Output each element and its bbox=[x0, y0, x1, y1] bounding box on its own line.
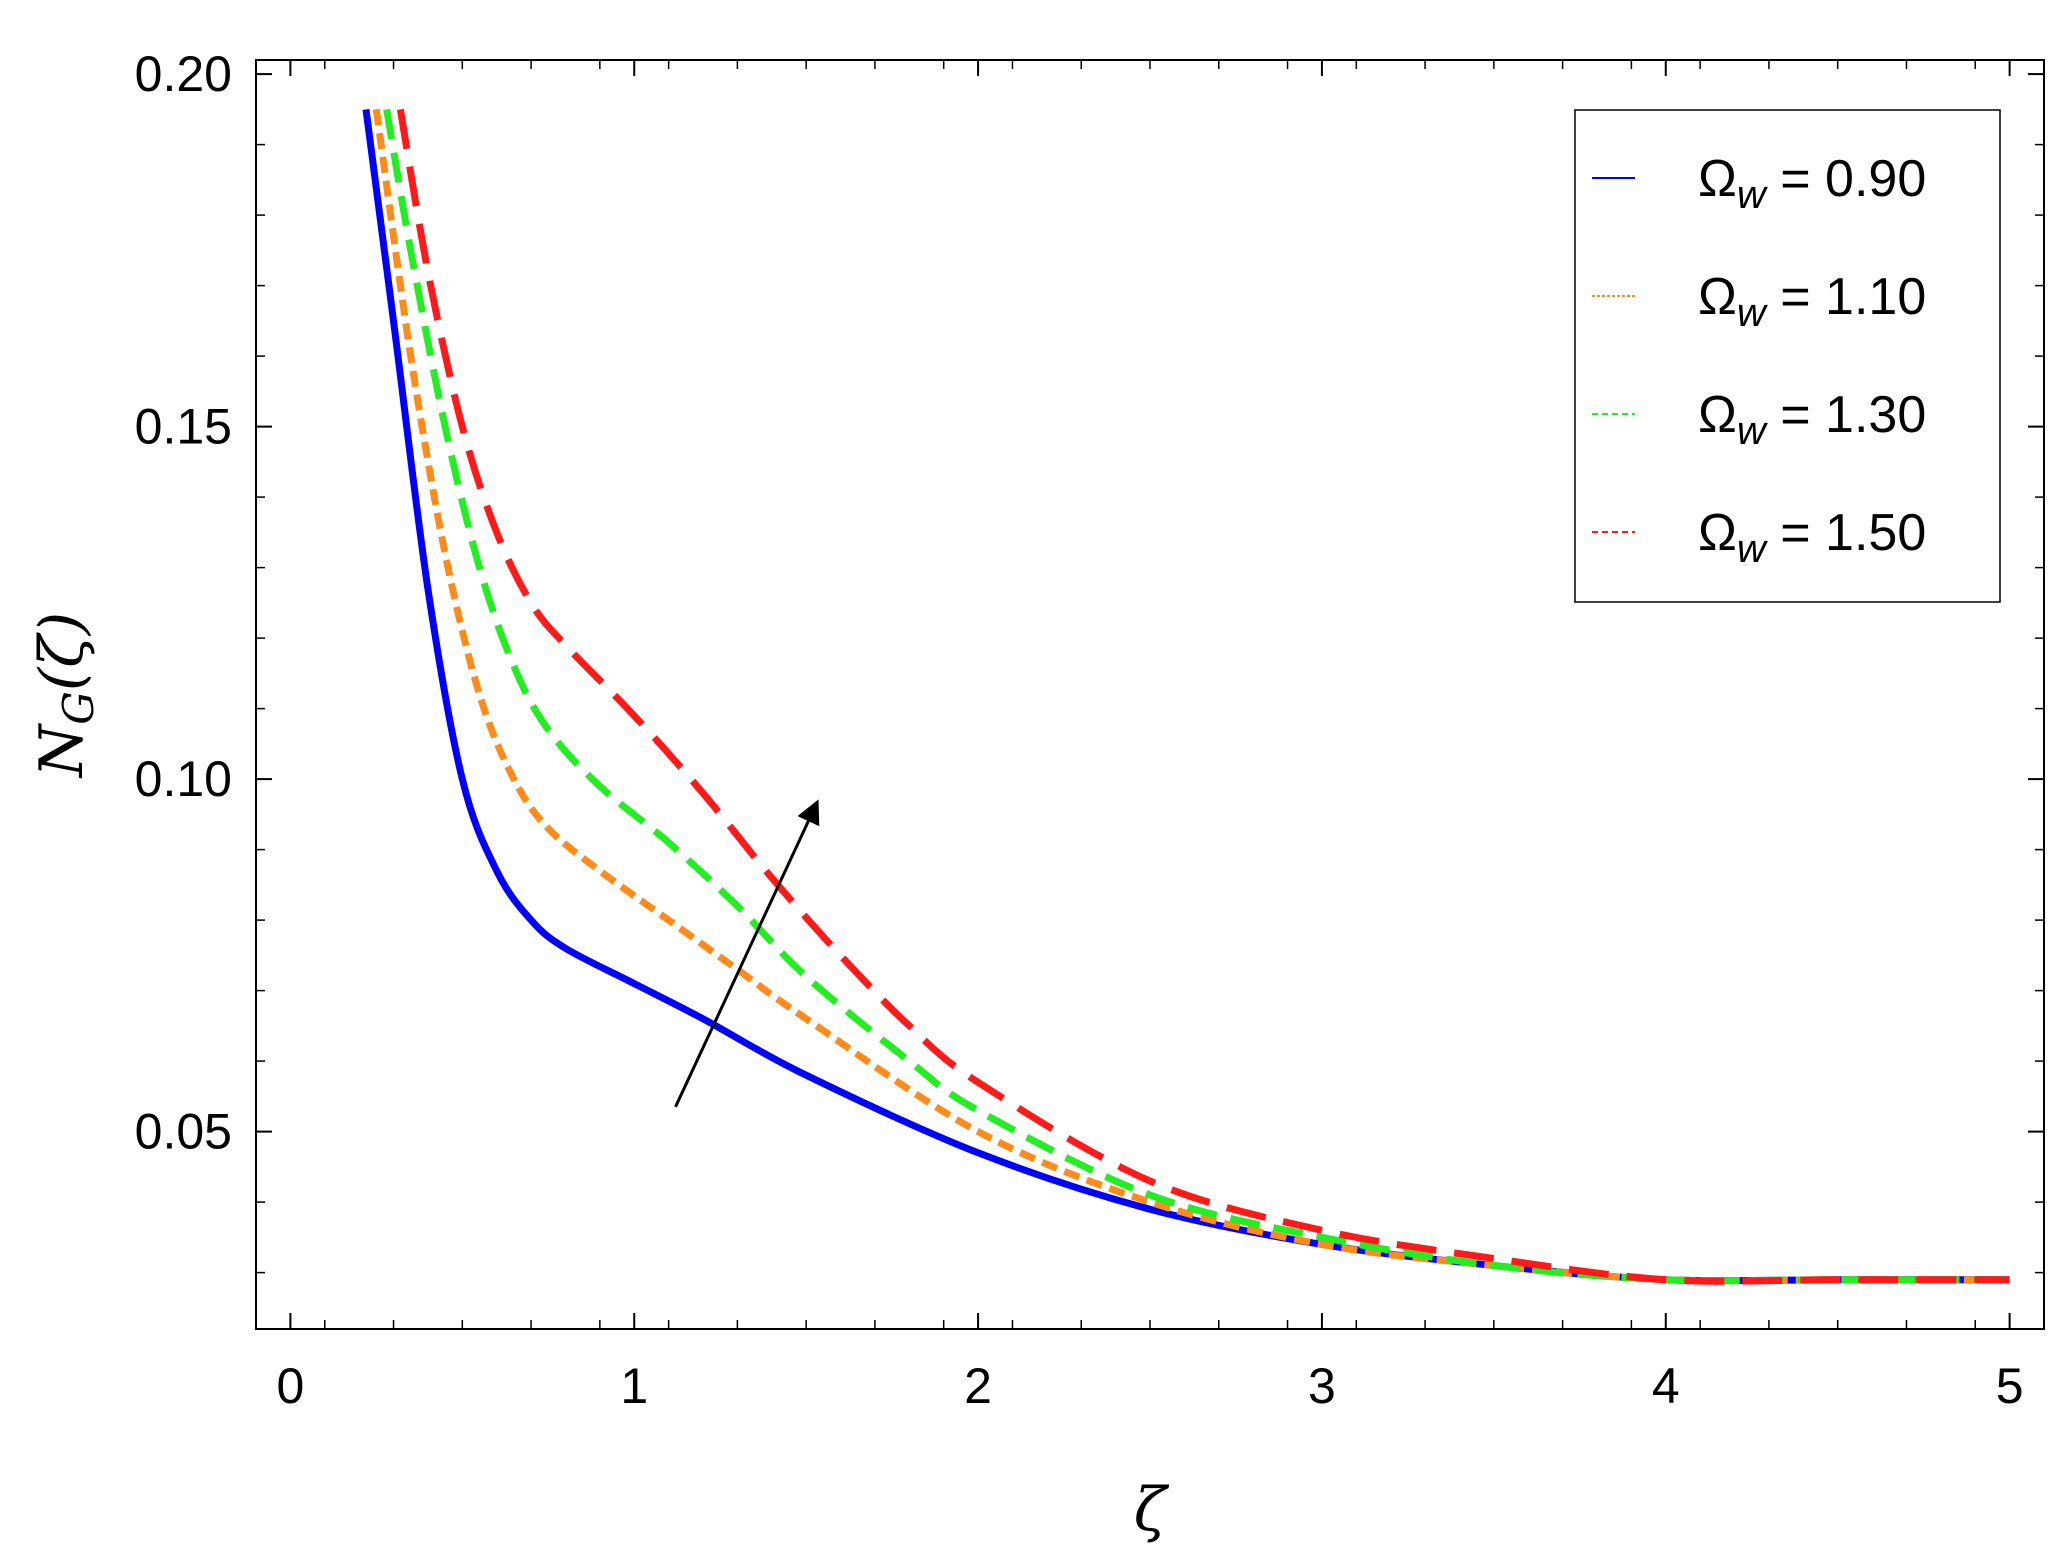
x-tick-label: 0 bbox=[276, 1358, 304, 1414]
y-tick-label: 0.05 bbox=[135, 1104, 232, 1160]
x-axis-title: ζ bbox=[1134, 1475, 1170, 1545]
legend-symbol: Ω bbox=[1698, 504, 1737, 562]
series-line-4 bbox=[396, 108, 2010, 1285]
legend-label-4: Ωw = 1.50 bbox=[1698, 504, 1926, 571]
legend-symbol: Ω bbox=[1698, 268, 1737, 326]
legend-label-3: Ωw = 1.30 bbox=[1698, 386, 1926, 453]
legend-value: = 1.50 bbox=[1766, 504, 1926, 562]
x-tick-label: 2 bbox=[964, 1358, 992, 1414]
trend-arrow bbox=[674, 799, 820, 1108]
legend-subscript: w bbox=[1737, 527, 1769, 571]
annotation-group bbox=[674, 799, 820, 1108]
y-axis-title: NG(ζ) bbox=[27, 612, 103, 779]
legend-subscript: w bbox=[1737, 291, 1769, 335]
y-axis-title-main: N bbox=[27, 722, 97, 779]
legend-value: = 1.10 bbox=[1766, 268, 1926, 326]
legend-box bbox=[1574, 109, 2001, 603]
ticks-group: 0 1 2 3 4 5 0.05 0.10 0.15 0.20 bbox=[135, 46, 2045, 1414]
legend-subscript: w bbox=[1737, 173, 1769, 217]
series-group bbox=[362, 108, 2010, 1285]
x-tick-label: 1 bbox=[620, 1358, 648, 1414]
legend-label-1: Ωw = 0.90 bbox=[1698, 150, 1926, 217]
y-tick-label: 0.10 bbox=[135, 751, 232, 807]
x-tick-label: 3 bbox=[1308, 1358, 1336, 1414]
legend-value: = 0.90 bbox=[1766, 150, 1926, 208]
legend-value: = 1.30 bbox=[1766, 386, 1926, 444]
legend-subscript: w bbox=[1737, 409, 1769, 453]
legend-symbol: Ω bbox=[1698, 386, 1737, 444]
x-tick-label: 4 bbox=[1652, 1358, 1680, 1414]
y-tick-label: 0.15 bbox=[135, 399, 232, 455]
legend-symbol: Ω bbox=[1698, 150, 1737, 208]
legend-label-2: Ωw = 1.10 bbox=[1698, 268, 1926, 335]
series-line-2 bbox=[372, 108, 2010, 1285]
x-tick-label: 5 bbox=[1996, 1358, 2024, 1414]
y-tick-label: 0.20 bbox=[135, 46, 232, 102]
y-axis-title-argument: (ζ) bbox=[27, 612, 97, 691]
y-axis-title-subscript: G bbox=[54, 691, 103, 725]
